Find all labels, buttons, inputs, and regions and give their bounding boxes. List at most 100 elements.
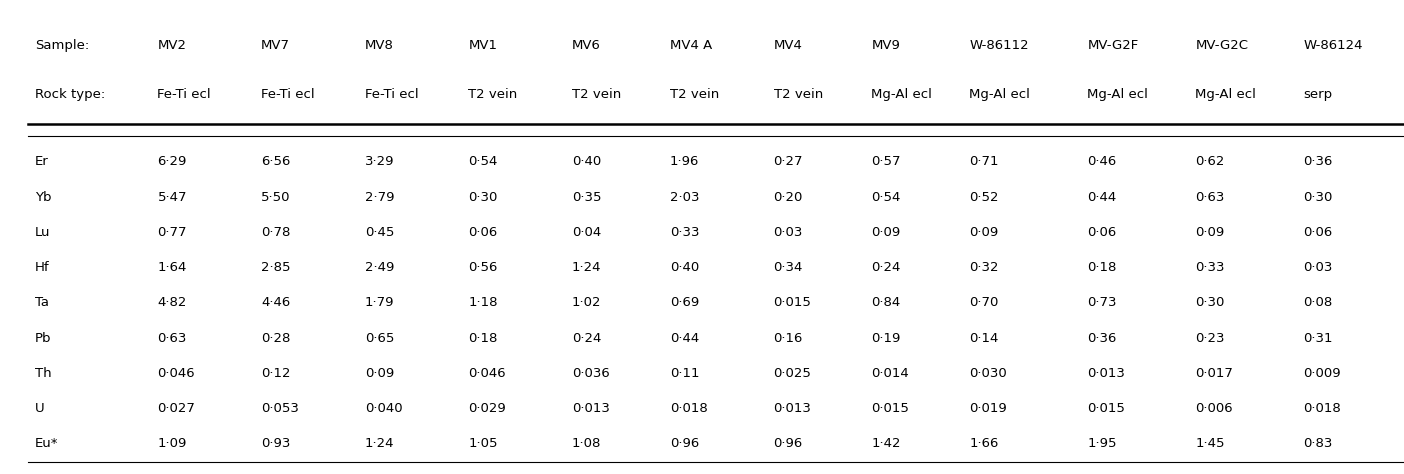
Text: 3·29: 3·29	[365, 155, 395, 168]
Text: 0·30: 0·30	[1303, 191, 1332, 203]
Text: 0·54: 0·54	[469, 155, 498, 168]
Text: T2 vein: T2 vein	[571, 88, 622, 100]
Text: 0·30: 0·30	[469, 191, 498, 203]
Text: 0·24: 0·24	[571, 332, 601, 345]
Text: 0·36: 0·36	[1303, 155, 1332, 168]
Text: 0·56: 0·56	[469, 261, 498, 274]
Text: 0·014: 0·014	[872, 367, 910, 380]
Text: Hf: Hf	[35, 261, 49, 274]
Text: MV1: MV1	[469, 39, 497, 52]
Text: W-86112: W-86112	[969, 39, 1029, 52]
Text: 0·69: 0·69	[670, 296, 699, 310]
Text: 0·33: 0·33	[670, 226, 699, 239]
Text: 0·018: 0·018	[1303, 402, 1341, 415]
Text: 0·36: 0·36	[1087, 332, 1116, 345]
Text: Mg-Al ecl: Mg-Al ecl	[1087, 88, 1148, 100]
Text: Eu*: Eu*	[35, 438, 59, 450]
Text: MV6: MV6	[571, 39, 601, 52]
Text: 1·02: 1·02	[571, 296, 601, 310]
Text: 1·24: 1·24	[571, 261, 601, 274]
Text: 6·56: 6·56	[261, 155, 291, 168]
Text: 0·046: 0·046	[157, 367, 195, 380]
Text: 1·79: 1·79	[365, 296, 395, 310]
Text: 1·09: 1·09	[157, 438, 187, 450]
Text: 2·79: 2·79	[365, 191, 395, 203]
Text: 5·50: 5·50	[261, 191, 291, 203]
Text: 0·030: 0·030	[969, 367, 1007, 380]
Text: 0·63: 0·63	[157, 332, 187, 345]
Text: 0·78: 0·78	[261, 226, 291, 239]
Text: Lu: Lu	[35, 226, 51, 239]
Text: Mg-Al ecl: Mg-Al ecl	[969, 88, 1031, 100]
Text: Rock type:: Rock type:	[35, 88, 105, 100]
Text: 0·09: 0·09	[969, 226, 998, 239]
Text: 1·42: 1·42	[872, 438, 901, 450]
Text: 1·05: 1·05	[469, 438, 498, 450]
Text: 0·015: 0·015	[774, 296, 812, 310]
Text: 1·96: 1·96	[670, 155, 699, 168]
Text: MV4 A: MV4 A	[670, 39, 712, 52]
Text: 4·82: 4·82	[157, 296, 187, 310]
Text: 0·06: 0·06	[1087, 226, 1116, 239]
Text: MV8: MV8	[365, 39, 393, 52]
Text: 0·46: 0·46	[1087, 155, 1116, 168]
Text: T2 vein: T2 vein	[670, 88, 719, 100]
Text: 0·015: 0·015	[1087, 402, 1125, 415]
Text: 0·73: 0·73	[1087, 296, 1116, 310]
Text: 0·019: 0·019	[969, 402, 1007, 415]
Text: 0·45: 0·45	[365, 226, 395, 239]
Text: Fe-Ti ecl: Fe-Ti ecl	[157, 88, 211, 100]
Text: 0·053: 0·053	[261, 402, 299, 415]
Text: 5·47: 5·47	[157, 191, 187, 203]
Text: MV7: MV7	[261, 39, 291, 52]
Text: 0·84: 0·84	[872, 296, 901, 310]
Text: 0·036: 0·036	[571, 367, 609, 380]
Text: 0·23: 0·23	[1195, 332, 1224, 345]
Text: 0·96: 0·96	[774, 438, 803, 450]
Text: 0·06: 0·06	[469, 226, 497, 239]
Text: 1·45: 1·45	[1195, 438, 1224, 450]
Text: 2·03: 2·03	[670, 191, 699, 203]
Text: Sample:: Sample:	[35, 39, 90, 52]
Text: 0·30: 0·30	[1195, 296, 1224, 310]
Text: 0·65: 0·65	[365, 332, 395, 345]
Text: 0·040: 0·040	[365, 402, 403, 415]
Text: 0·77: 0·77	[157, 226, 187, 239]
Text: 0·013: 0·013	[1087, 367, 1125, 380]
Text: 0·03: 0·03	[1303, 261, 1332, 274]
Text: 0·54: 0·54	[872, 191, 901, 203]
Text: 0·018: 0·018	[670, 402, 708, 415]
Text: 0·93: 0·93	[261, 438, 291, 450]
Text: 0·96: 0·96	[670, 438, 699, 450]
Text: 0·71: 0·71	[969, 155, 998, 168]
Text: 1·66: 1·66	[969, 438, 998, 450]
Text: W-86124: W-86124	[1303, 39, 1363, 52]
Text: 4·46: 4·46	[261, 296, 291, 310]
Text: 0·63: 0·63	[1195, 191, 1224, 203]
Text: Ta: Ta	[35, 296, 49, 310]
Text: 0·27: 0·27	[774, 155, 803, 168]
Text: Fe-Ti ecl: Fe-Ti ecl	[365, 88, 418, 100]
Text: 0·57: 0·57	[872, 155, 901, 168]
Text: 0·09: 0·09	[365, 367, 395, 380]
Text: 0·35: 0·35	[571, 191, 601, 203]
Text: MV-G2F: MV-G2F	[1087, 39, 1139, 52]
Text: 0·027: 0·027	[157, 402, 195, 415]
Text: 6·29: 6·29	[157, 155, 187, 168]
Text: MV4: MV4	[774, 39, 803, 52]
Text: T2 vein: T2 vein	[469, 88, 518, 100]
Text: 0·44: 0·44	[1087, 191, 1116, 203]
Text: 0·32: 0·32	[969, 261, 998, 274]
Text: 0·08: 0·08	[1303, 296, 1332, 310]
Text: 2·85: 2·85	[261, 261, 291, 274]
Text: 0·09: 0·09	[872, 226, 901, 239]
Text: MV-G2C: MV-G2C	[1195, 39, 1248, 52]
Text: 0·029: 0·029	[469, 402, 505, 415]
Text: 0·015: 0·015	[872, 402, 910, 415]
Text: 0·19: 0·19	[872, 332, 901, 345]
Text: 0·025: 0·025	[774, 367, 812, 380]
Text: Mg-Al ecl: Mg-Al ecl	[1195, 88, 1257, 100]
Text: 0·16: 0·16	[774, 332, 803, 345]
Text: 0·06: 0·06	[1303, 226, 1332, 239]
Text: Fe-Ti ecl: Fe-Ti ecl	[261, 88, 314, 100]
